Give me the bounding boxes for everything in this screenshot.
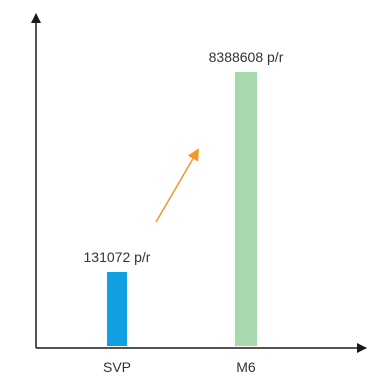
x-tick-m6: M6 xyxy=(236,359,256,375)
bar-svp xyxy=(107,272,127,346)
bar-m6 xyxy=(235,72,257,346)
trend-arrow xyxy=(155,148,200,223)
x-tick-svp: SVP xyxy=(103,359,131,375)
data-label-svp: 131072 p/r xyxy=(84,249,151,265)
data-label-m6: 8388608 p/r xyxy=(209,49,284,65)
